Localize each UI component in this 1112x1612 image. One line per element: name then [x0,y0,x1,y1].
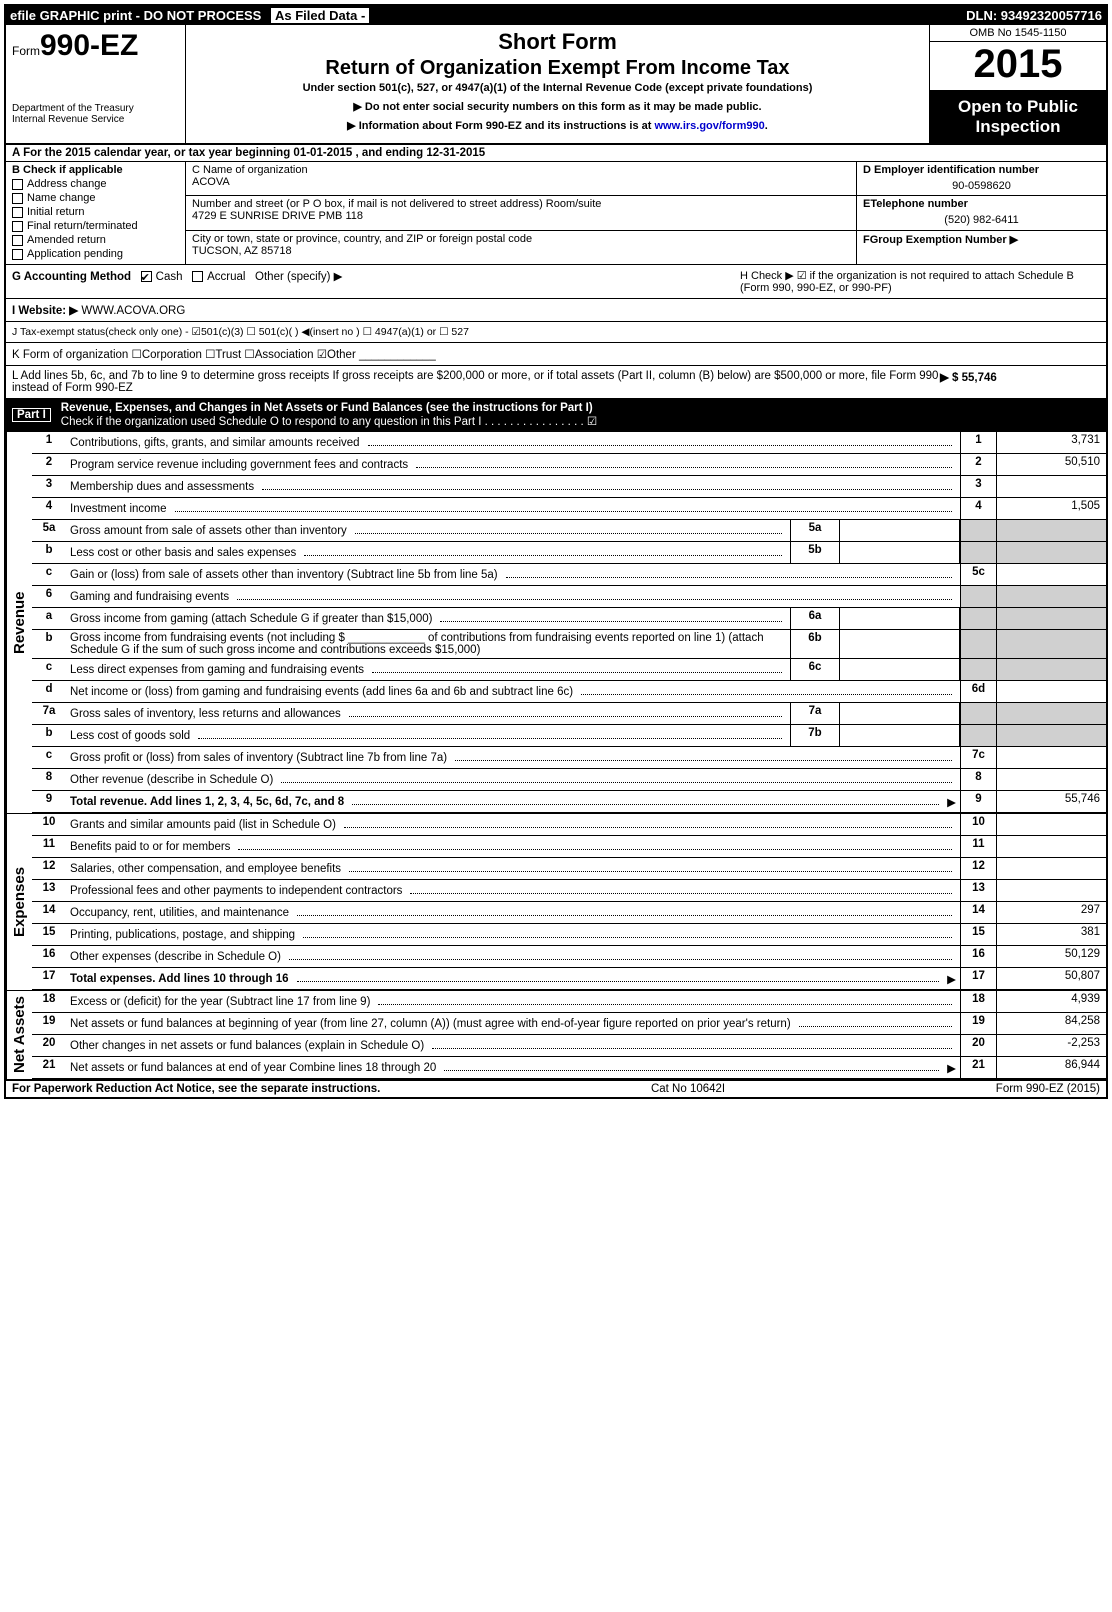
revenue-label: Revenue [6,432,32,813]
note1: ▶ Do not enter social security numbers o… [194,100,921,113]
form-subtitle: Under section 501(c), 527, or 4947(a)(1)… [194,82,921,94]
row-k: K Form of organization ☐Corporation ☐Tru… [6,343,1106,366]
e-phone: ETelephone number (520) 982-6411 [856,196,1106,229]
line-3: 3Membership dues and assessments3 [32,476,1106,498]
dln: DLN: 93492320057716 [966,8,1102,23]
d-ein: D Employer identification number 90-0598… [856,162,1106,195]
line-16: 16Other expenses (describe in Schedule O… [32,946,1106,968]
form-title: Return of Organization Exempt From Incom… [194,57,921,80]
row-j: J Tax-exempt status(check only one) - ☑5… [6,322,1106,343]
footer-left: For Paperwork Reduction Act Notice, see … [12,1083,380,1095]
line-c: cGain or (loss) from sale of assets othe… [32,564,1106,586]
line-13: 13Professional fees and other payments t… [32,880,1106,902]
line-17: 17Total expenses. Add lines 10 through 1… [32,968,1106,990]
checkbox[interactable] [12,221,23,232]
line-b: bLess cost of goods sold7b [32,725,1106,747]
header-left: Form990-EZ Department of the Treasury In… [6,25,186,143]
line-18: 18Excess or (deficit) for the year (Subt… [32,991,1106,1013]
cash-checkbox[interactable] [141,271,152,282]
footer-right: Form 990-EZ (2015) [996,1083,1100,1095]
line-20: 20Other changes in net assets or fund ba… [32,1035,1106,1057]
netassets-label: Net Assets [6,991,32,1079]
f-group: FGroup Exemption Number ▶ [856,231,1106,264]
line-8: 8Other revenue (describe in Schedule O)8 [32,769,1106,791]
line-10: 10Grants and similar amounts paid (list … [32,814,1106,836]
row-l: L Add lines 5b, 6c, and 7b to line 9 to … [6,366,1106,399]
checkbox[interactable] [12,235,23,246]
revenue-table: Revenue 1Contributions, gifts, grants, a… [6,431,1106,813]
line-7a: 7aGross sales of inventory, less returns… [32,703,1106,725]
row-i: I Website: ▶ WWW.ACOVA.ORG [6,299,1106,322]
col-cdef: C Name of organization ACOVA D Employer … [186,162,1106,264]
c-addr: Number and street (or P O box, if mail i… [186,196,856,229]
dept: Department of the Treasury Internal Reve… [12,103,179,125]
line-b: bGross income from fundraising events (n… [32,630,1106,659]
block-bcdef: B Check if applicable Address changeName… [6,162,1106,265]
accrual-checkbox[interactable] [192,271,203,282]
netassets-table: Net Assets 18Excess or (deficit) for the… [6,990,1106,1081]
as-filed-box: As Filed Data - [271,8,369,23]
part1-bar: Part I Revenue, Expenses, and Changes in… [6,399,1106,431]
line-4: 4Investment income41,505 [32,498,1106,520]
omb: OMB No 1545-1150 [930,25,1106,42]
line-b: bLess cost or other basis and sales expe… [32,542,1106,564]
footer: For Paperwork Reduction Act Notice, see … [6,1081,1106,1097]
checkbox[interactable] [12,249,23,260]
topbar: efile GRAPHIC print - DO NOT PROCESS As … [6,6,1106,25]
note2: ▶ Information about Form 990-EZ and its … [194,119,921,132]
h-schedule-b: H Check ▶ ☑ if the organization is not r… [740,269,1100,294]
line-d: dNet income or (loss) from gaming and fu… [32,681,1106,703]
c-city: City or town, state or province, country… [186,231,856,264]
line-5a: 5aGross amount from sale of assets other… [32,520,1106,542]
b-label: B Check if applicable [12,164,179,176]
line-19: 19Net assets or fund balances at beginni… [32,1013,1106,1035]
header-mid: Short Form Return of Organization Exempt… [186,25,930,143]
g-accounting: G Accounting Method Cash Accrual Other (… [12,269,740,294]
expenses-label: Expenses [6,814,32,990]
line-15: 15Printing, publications, postage, and s… [32,924,1106,946]
checkbox[interactable] [12,207,23,218]
line-12: 12Salaries, other compensation, and empl… [32,858,1106,880]
line-6: 6Gaming and fundraising events [32,586,1106,608]
line-c: cGross profit or (loss) from sales of in… [32,747,1106,769]
line-11: 11Benefits paid to or for members11 [32,836,1106,858]
line-c: cLess direct expenses from gaming and fu… [32,659,1106,681]
line-14: 14Occupancy, rent, utilities, and mainte… [32,902,1106,924]
checkbox[interactable] [12,179,23,190]
checkbox[interactable] [12,193,23,204]
expenses-table: Expenses 10Grants and similar amounts pa… [6,813,1106,990]
form-number: Form990-EZ [12,29,179,63]
form-990ez: efile GRAPHIC print - DO NOT PROCESS As … [4,4,1108,1099]
row-a: A For the 2015 calendar year, or tax yea… [6,145,1106,162]
part1-label: Part I [12,408,51,422]
line-2: 2Program service revenue including gover… [32,454,1106,476]
open-to-public: Open to Public Inspection [930,91,1106,143]
header-right: OMB No 1545-1150 2015 Open to Public Ins… [930,25,1106,143]
row-gh: G Accounting Method Cash Accrual Other (… [6,265,1106,299]
footer-mid: Cat No 10642I [651,1083,725,1095]
topbar-left: efile GRAPHIC print - DO NOT PROCESS As … [10,8,369,23]
line-1: 1Contributions, gifts, grants, and simil… [32,432,1106,454]
line-a: aGross income from gaming (attach Schedu… [32,608,1106,630]
tax-year: 2015 [930,42,1106,91]
irs-link[interactable]: www.irs.gov/form990 [655,120,765,132]
line-9: 9Total revenue. Add lines 1, 2, 3, 4, 5c… [32,791,1106,813]
col-b: B Check if applicable Address changeName… [6,162,186,264]
c-name: C Name of organization ACOVA [186,162,856,195]
header: Form990-EZ Department of the Treasury In… [6,25,1106,145]
short-form: Short Form [194,29,921,55]
line-21: 21Net assets or fund balances at end of … [32,1057,1106,1079]
